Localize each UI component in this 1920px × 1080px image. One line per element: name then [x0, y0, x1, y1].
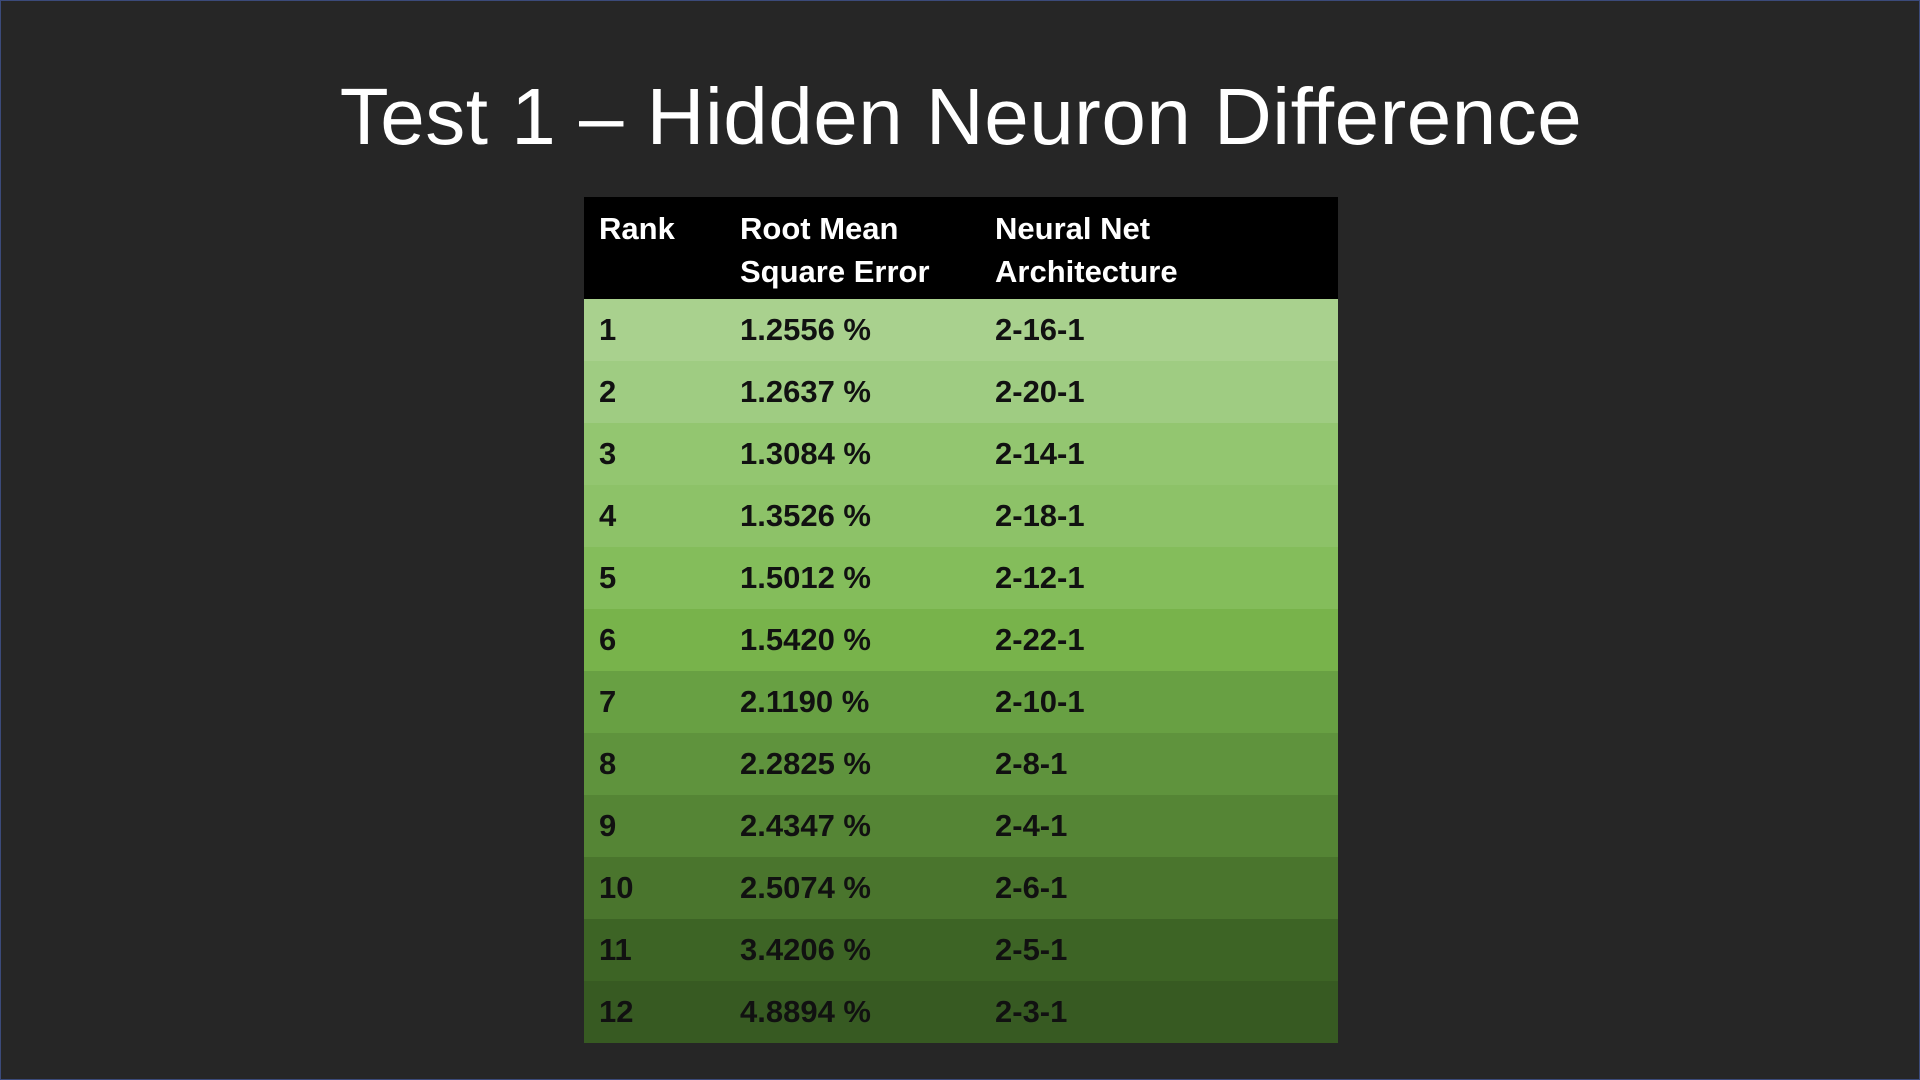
cell-rmse: 3.4206 % [740, 932, 871, 967]
table-row: 8 2.2825 % 2-8-1 [584, 733, 1338, 795]
header-rank-label: Rank [599, 211, 675, 246]
cell-rank: 6 [599, 622, 617, 657]
table-row: 3 1.3084 % 2-14-1 [584, 423, 1338, 485]
cell-rmse: 2.4347 % [740, 808, 871, 843]
header-rmse-line2: Square Error [740, 254, 930, 289]
cell-rank: 2 [599, 374, 617, 409]
cell-rmse: 1.2637 % [740, 374, 871, 409]
cell-rmse: 4.8894 % [740, 994, 871, 1029]
cell-architecture: 2-8-1 [995, 746, 1068, 781]
cell-rmse: 1.3526 % [740, 498, 871, 533]
table-row: 2 1.2637 % 2-20-1 [584, 361, 1338, 423]
table-body: 1 1.2556 % 2-16-1 2 1.2637 % 2-20-1 3 1.3084 % 2… [584, 299, 1338, 1043]
cell-rmse: 2.2825 % [740, 746, 871, 781]
cell-architecture: 2-22-1 [995, 622, 1085, 657]
table-row: 11 3.4206 % 2-5-1 [584, 919, 1338, 981]
slide-title: Test 1 – Hidden Neuron Difference [339, 72, 1583, 161]
cell-rank: 7 [599, 684, 617, 719]
table-row: 5 1.5012 % 2-12-1 [584, 547, 1338, 609]
cell-rank: 12 [599, 994, 634, 1029]
cell-rmse: 1.5012 % [740, 560, 871, 595]
cell-architecture: 2-5-1 [995, 932, 1068, 967]
cell-rmse: 1.5420 % [740, 622, 871, 657]
table-row: 1 1.2556 % 2-16-1 [584, 299, 1338, 361]
cell-architecture: 2-10-1 [995, 684, 1085, 719]
header-rank: Rank [584, 197, 725, 299]
header-rmse-line1: Root Mean [740, 211, 899, 246]
cell-rank: 5 [599, 560, 617, 595]
table-row: 12 4.8894 % 2-3-1 [584, 981, 1338, 1043]
table-header-row: Rank Root Mean Square Error Neural Net A… [584, 197, 1338, 299]
cell-rank: 8 [599, 746, 617, 781]
header-architecture: Neural Net Architecture [980, 197, 1338, 299]
cell-architecture: 2-14-1 [995, 436, 1085, 471]
cell-rank: 11 [599, 932, 632, 967]
cell-rank: 1 [599, 312, 617, 347]
cell-architecture: 2-4-1 [995, 808, 1068, 843]
table-row: 7 2.1190 % 2-10-1 [584, 671, 1338, 733]
cell-architecture: 2-16-1 [995, 312, 1085, 347]
cell-architecture: 2-20-1 [995, 374, 1085, 409]
header-arch-line1: Neural Net [995, 211, 1151, 246]
table-row: 4 1.3526 % 2-18-1 [584, 485, 1338, 547]
cell-rmse: 1.3084 % [740, 436, 871, 471]
cell-architecture: 2-3-1 [995, 994, 1068, 1029]
cell-rank: 10 [599, 870, 634, 905]
cell-architecture: 2-12-1 [995, 560, 1085, 595]
cell-rank: 9 [599, 808, 617, 843]
results-table: Rank Root Mean Square Error Neural Net A… [584, 197, 1338, 1043]
cell-rmse: 1.2556 % [740, 312, 871, 347]
header-rmse: Root Mean Square Error [725, 197, 980, 299]
cell-rmse: 2.5074 % [740, 870, 871, 905]
cell-rank: 3 [599, 436, 617, 471]
cell-architecture: 2-18-1 [995, 498, 1085, 533]
table-row: 9 2.4347 % 2-4-1 [584, 795, 1338, 857]
header-arch-line2: Architecture [995, 254, 1178, 289]
cell-rank: 4 [599, 498, 617, 533]
cell-rmse: 2.1190 % [740, 684, 870, 719]
table-row: 6 1.5420 % 2-22-1 [584, 609, 1338, 671]
table-row: 10 2.5074 % 2-6-1 [584, 857, 1338, 919]
cell-architecture: 2-6-1 [995, 870, 1068, 905]
